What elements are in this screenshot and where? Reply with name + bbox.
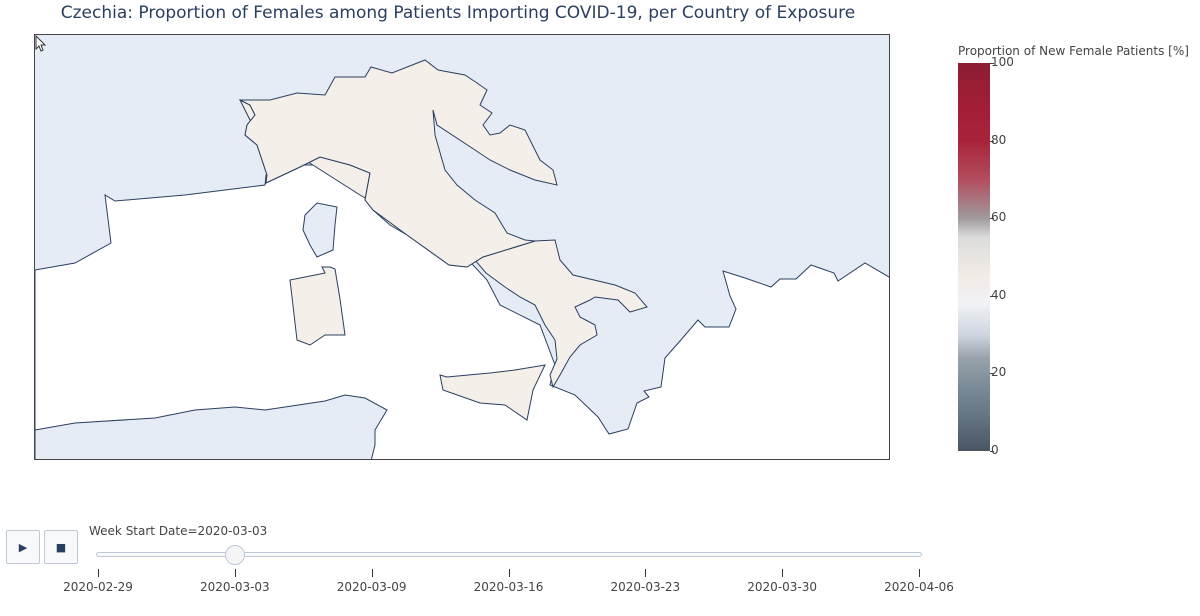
slider-tick-label[interactable]: 2020-03-16 <box>473 580 544 594</box>
slider-rail[interactable] <box>96 552 922 557</box>
colorbar-tick <box>990 63 994 64</box>
colorbar-tick <box>990 218 994 220</box>
colorbar-title: Proportion of New Female Patients [%] <box>958 44 1189 58</box>
slider-tick-label[interactable]: 2020-03-30 <box>747 580 818 594</box>
colorbar-tick <box>990 451 994 452</box>
slider-tick <box>645 569 647 577</box>
slider-tick <box>508 569 510 577</box>
colorbar-tick-label: 100 <box>991 55 1014 69</box>
stop-button[interactable]: ■ <box>44 530 78 564</box>
colorbar-tick-label: 40 <box>991 287 1007 302</box>
slider-tick-label[interactable]: 2020-04-06 <box>884 580 954 594</box>
colorbar-tick <box>990 140 994 142</box>
colorbar-tick <box>990 373 994 375</box>
slider-tick-label[interactable]: 2020-02-29 <box>63 580 133 594</box>
play-icon: ▶ <box>18 540 28 554</box>
stop-icon: ■ <box>55 540 67 554</box>
slider-tick <box>234 569 236 577</box>
colorbar-tick-label: 60 <box>991 210 1007 225</box>
colorbar-tick <box>990 295 994 297</box>
slider-tick <box>371 569 373 577</box>
map-svg[interactable] <box>35 35 890 460</box>
slider-tick-label[interactable]: 2020-03-09 <box>336 580 407 594</box>
slider-tick <box>782 569 784 577</box>
slider-handle[interactable] <box>224 545 245 565</box>
country-europe-mainland[interactable] <box>35 164 890 460</box>
sea-mediterranean <box>35 394 388 459</box>
play-button[interactable]: ▶ <box>6 530 40 564</box>
colorbar-tick-label: 20 <box>991 365 1007 380</box>
mouse-cursor-icon <box>35 35 47 52</box>
colorbar <box>958 63 990 451</box>
colorbar-tick-label: 80 <box>991 132 1007 147</box>
country-italy-sicily[interactable] <box>439 364 546 421</box>
colorbar-tick-label: 0 <box>991 443 999 457</box>
country-france-corsica[interactable] <box>302 202 338 258</box>
chart-title: Czechia: Proportion of Females among Pat… <box>60 3 856 23</box>
slider-tick <box>98 569 99 577</box>
slider-tick-label[interactable]: 2020-03-03 <box>199 580 270 594</box>
slider-tick <box>919 569 920 577</box>
map-area[interactable] <box>34 34 890 460</box>
country-italy-north[interactable] <box>239 59 558 268</box>
slider-tick-label[interactable]: 2020-03-23 <box>610 580 681 594</box>
country-italy-sardinia[interactable] <box>289 266 346 346</box>
slider-current-label: Week Start Date=2020-03-03 <box>89 524 268 538</box>
